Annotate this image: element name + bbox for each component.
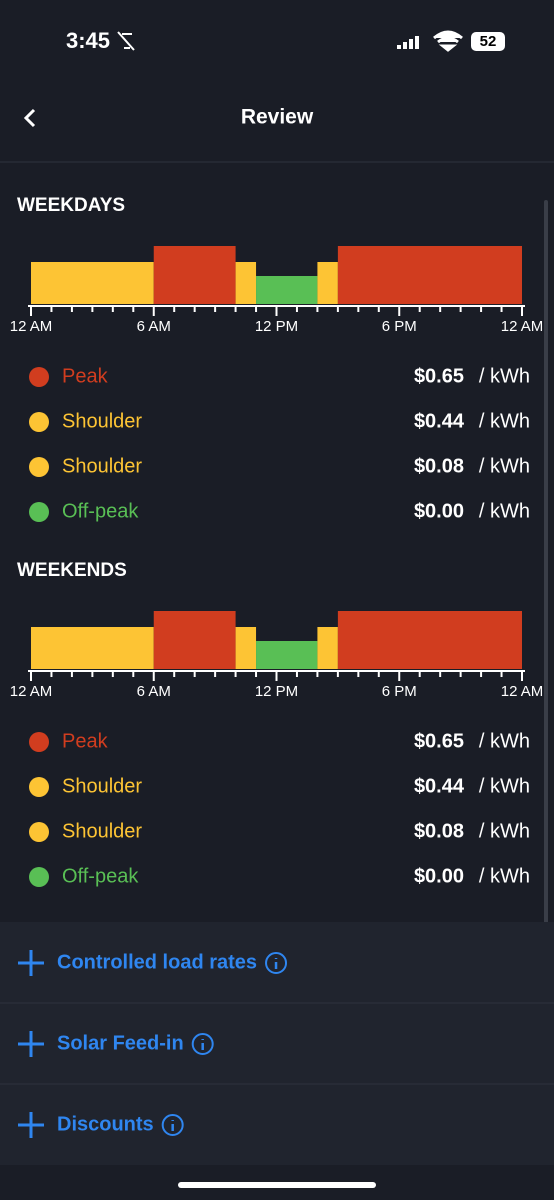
rate-price: $0.08 <box>414 820 464 842</box>
battery-level: 52 <box>480 33 497 50</box>
home-indicator <box>178 1182 376 1188</box>
rate-price: $0.08 <box>414 455 464 477</box>
rate-unit: / kWh <box>479 775 530 797</box>
rate-name: Shoulder <box>62 455 142 477</box>
rate-price: $0.65 <box>414 730 464 752</box>
back-button[interactable] <box>23 108 36 128</box>
rate-unit: / kWh <box>479 455 530 477</box>
rate-name: Peak <box>62 365 109 387</box>
info-icon[interactable] <box>265 952 288 974</box>
rate-dot <box>29 867 49 887</box>
rate-price: $0.00 <box>414 865 464 887</box>
plus-icon[interactable] <box>18 1031 44 1057</box>
tou-bar <box>337 246 522 304</box>
tou-bar <box>317 627 338 669</box>
rate-price: $0.44 <box>414 410 465 432</box>
clock: 3:45 <box>66 28 110 53</box>
tou-bar <box>235 627 257 669</box>
rate-price: $0.65 <box>414 365 464 387</box>
rate-dot <box>29 457 49 477</box>
info-icon[interactable] <box>191 1033 214 1055</box>
tou-bar <box>256 641 318 669</box>
tou-bar <box>153 246 236 304</box>
rate-name: Peak <box>62 730 109 752</box>
tou-bar <box>153 611 236 669</box>
rate-unit: / kWh <box>479 730 530 752</box>
tou-bar <box>317 262 338 304</box>
rate-name: Off-peak <box>62 500 139 522</box>
tou-bar <box>31 262 154 304</box>
rate-unit: / kWh <box>479 820 530 842</box>
wifi-icon <box>433 30 463 52</box>
rate-name: Off-peak <box>62 865 139 887</box>
axis-label: 12 AM <box>10 318 53 335</box>
axis-label: 12 AM <box>501 683 544 700</box>
rate-name: Shoulder <box>62 410 142 432</box>
info-icon[interactable] <box>161 1114 184 1136</box>
rate-unit: / kWh <box>479 365 530 387</box>
rate-unit: / kWh <box>479 865 530 887</box>
expand-label[interactable]: Solar Feed-in <box>57 1032 184 1054</box>
signal-icon <box>397 36 419 49</box>
rate-unit: / kWh <box>479 410 530 432</box>
battery-icon <box>471 32 505 51</box>
rate-unit: / kWh <box>479 500 530 522</box>
rate-dot <box>29 502 49 522</box>
rate-dot <box>29 367 49 387</box>
rate-price: $0.00 <box>414 500 464 522</box>
tou-bar <box>256 276 318 304</box>
expand-label[interactable]: Controlled load rates <box>57 951 257 973</box>
axis-label: 6 AM <box>137 318 171 335</box>
plus-icon[interactable] <box>18 950 44 976</box>
silent-icon <box>117 31 135 51</box>
axis-label: 6 PM <box>382 318 417 335</box>
rate-name: Shoulder <box>62 820 142 842</box>
rate-dot <box>29 822 49 842</box>
plus-icon[interactable] <box>18 1112 44 1138</box>
section-title: WEEKENDS <box>17 560 127 581</box>
axis-label: 6 PM <box>382 683 417 700</box>
tou-bar <box>31 627 154 669</box>
expand-label[interactable]: Discounts <box>57 1113 154 1135</box>
axis-label: 12 PM <box>255 318 298 335</box>
rate-dot <box>29 732 49 752</box>
rate-name: Shoulder <box>62 775 142 797</box>
tou-bar <box>235 262 257 304</box>
axis-label: 12 AM <box>501 318 544 335</box>
section-title: WEEKDAYS <box>17 195 125 216</box>
axis-label: 12 AM <box>10 683 53 700</box>
tou-bar <box>337 611 522 669</box>
axis-label: 6 AM <box>137 683 171 700</box>
scrollbar <box>544 200 548 990</box>
rate-dot <box>29 777 49 797</box>
axis-label: 12 PM <box>255 683 298 700</box>
rate-dot <box>29 412 49 432</box>
header-title: Review <box>241 106 314 129</box>
rate-price: $0.44 <box>414 775 465 797</box>
